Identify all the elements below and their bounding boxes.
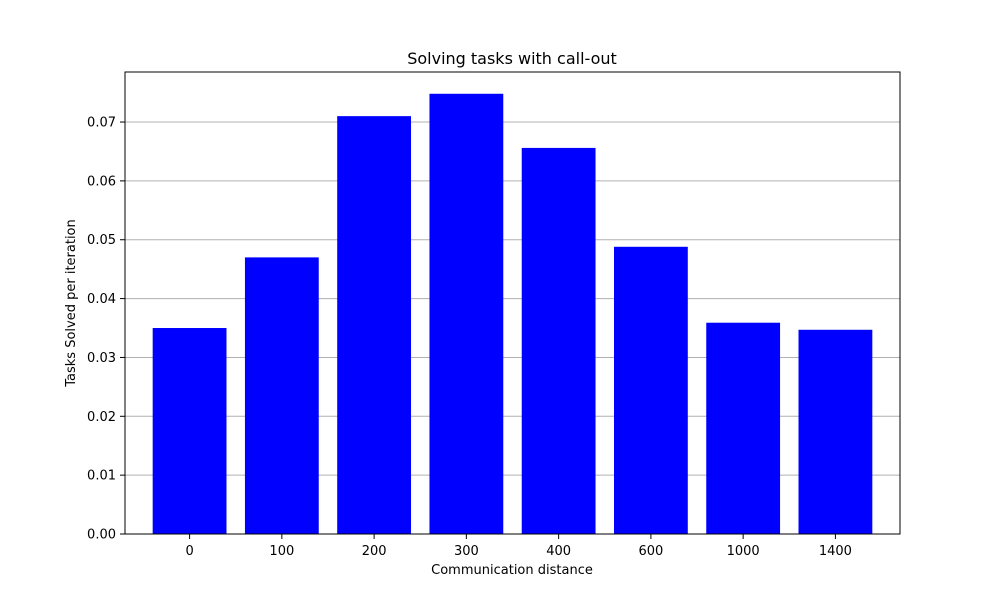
bar-1000 [706, 322, 781, 534]
y-tick-label: 0.04 [87, 292, 116, 307]
x-tick-label: 200 [362, 544, 387, 559]
x-tick-label: 300 [454, 544, 479, 559]
bars [152, 93, 873, 535]
x-axis-label: Communication distance [431, 563, 593, 578]
bar-600 [613, 246, 688, 534]
chart-title: Solving tasks with call-out [407, 49, 617, 68]
y-tick-label: 0.00 [87, 528, 116, 543]
bar-100 [244, 257, 319, 534]
y-tick-label: 0.06 [87, 174, 116, 189]
y-axis-label: Tasks Solved per iteration [64, 219, 79, 388]
x-tick-label: 400 [546, 544, 571, 559]
bar-200 [337, 116, 412, 534]
y-tick-label: 0.05 [87, 233, 116, 248]
x-tick-label: 600 [638, 544, 663, 559]
x-tick-label: 0 [185, 544, 193, 559]
x-tick-label: 100 [269, 544, 294, 559]
y-tick-label: 0.07 [87, 116, 116, 131]
bar-1400 [798, 329, 873, 534]
y-tick-label: 0.03 [87, 351, 116, 366]
grid-lines [125, 121, 900, 535]
bar-300 [429, 93, 504, 535]
y-tick-label: 0.02 [87, 410, 116, 425]
x-tick-label: 1400 [819, 544, 852, 559]
x-tick-label: 1000 [727, 544, 760, 559]
x-axis-ticks: 0 100 200 300 400 600 1000 1400 [185, 534, 852, 559]
bar-400 [521, 147, 596, 534]
y-tick-label: 0.01 [87, 469, 116, 484]
bar-0 [152, 328, 227, 534]
y-axis-ticks: 0.00 0.01 0.02 0.03 0.04 0.05 0.06 0.07 [87, 116, 125, 543]
plot-frame [124, 71, 901, 535]
